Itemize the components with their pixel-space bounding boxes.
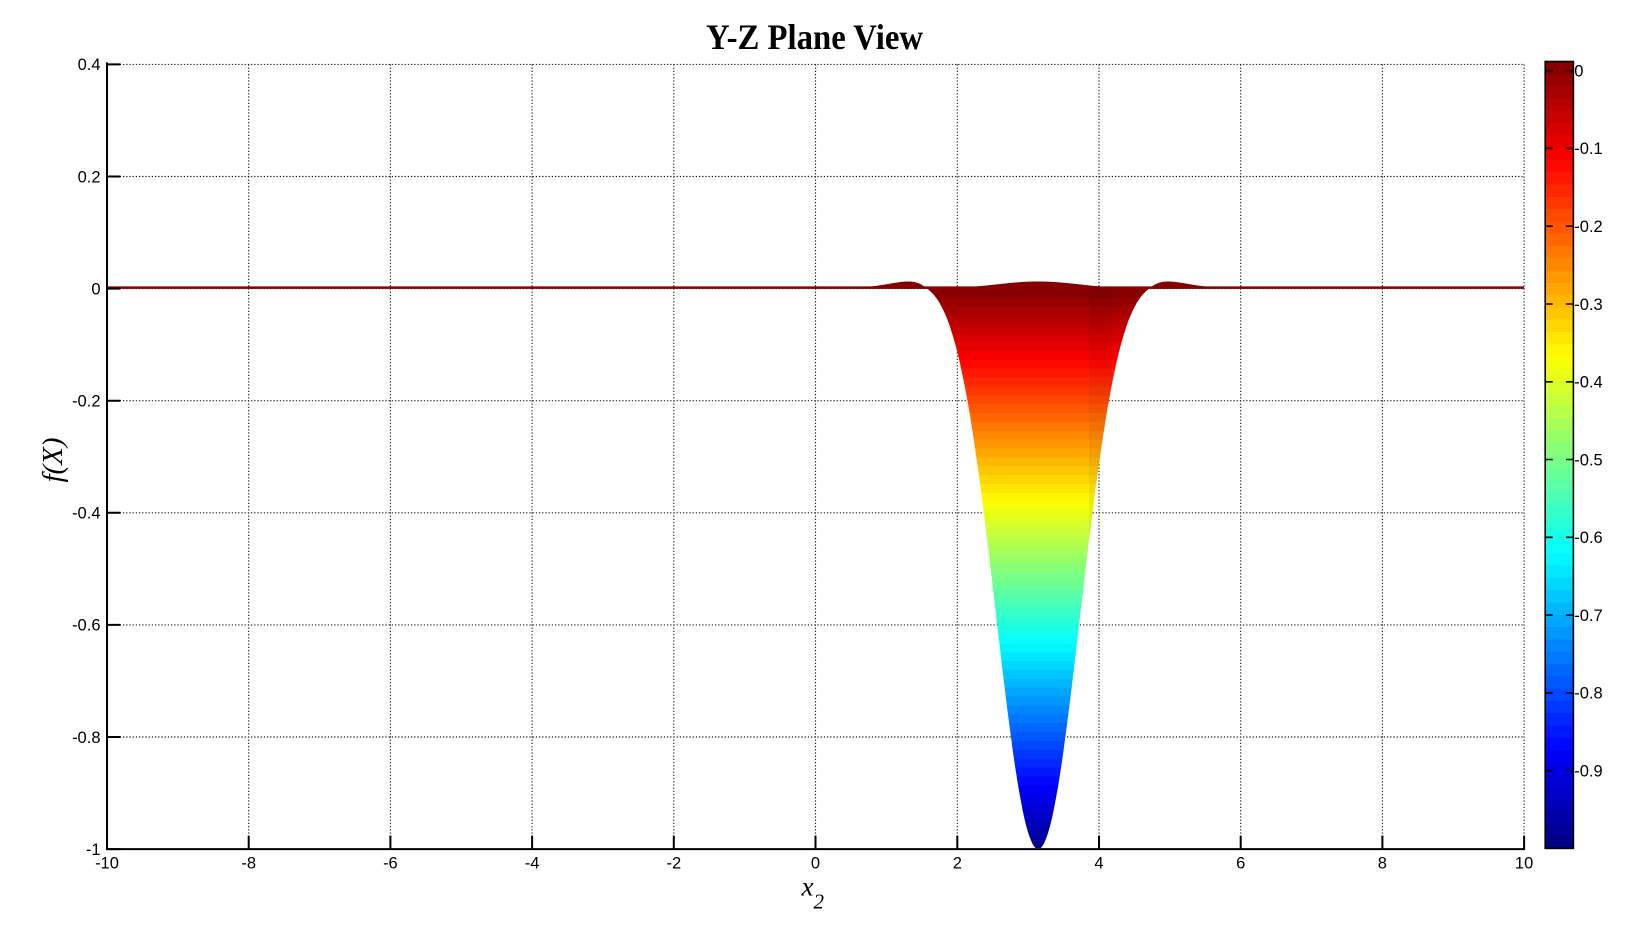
svg-text:-4: -4 [525,854,540,872]
svg-text:-8: -8 [241,854,256,872]
svg-text:-0.6: -0.6 [1574,529,1602,547]
svg-text:-6: -6 [383,854,398,872]
svg-text:6: 6 [1236,854,1245,872]
svg-text:-0.1: -0.1 [1574,140,1602,158]
svg-text:-2: -2 [666,854,681,872]
svg-text:-0.2: -0.2 [1574,218,1602,236]
svg-text:-0.8: -0.8 [1574,685,1602,703]
svg-text:-0.5: -0.5 [1574,451,1602,469]
svg-text:0.2: 0.2 [78,168,101,186]
svg-text:10: 10 [1515,854,1533,872]
svg-text:4: 4 [1094,854,1103,872]
svg-text:-0.4: -0.4 [72,505,100,523]
svg-text:-1: -1 [86,841,101,859]
svg-text:2: 2 [953,854,962,872]
svg-text:-0.3: -0.3 [1574,296,1602,314]
svg-text:-0.9: -0.9 [1574,762,1602,780]
svg-text:-0.4: -0.4 [1574,374,1602,392]
svg-text:0: 0 [91,280,100,298]
svg-text:0: 0 [1574,63,1583,81]
svg-text:-0.2: -0.2 [72,393,100,411]
svg-text:-0.7: -0.7 [1574,607,1602,625]
svg-text:8: 8 [1378,854,1387,872]
svg-text:0.4: 0.4 [78,56,101,74]
svg-text:0: 0 [811,854,820,872]
svg-text:-0.8: -0.8 [72,729,100,747]
svg-text:-10: -10 [95,854,119,872]
svg-text:Y-Z Plane View: Y-Z Plane View [706,17,923,57]
svg-text:f(X): f(X) [37,437,69,482]
svg-text:-0.6: -0.6 [72,617,100,635]
